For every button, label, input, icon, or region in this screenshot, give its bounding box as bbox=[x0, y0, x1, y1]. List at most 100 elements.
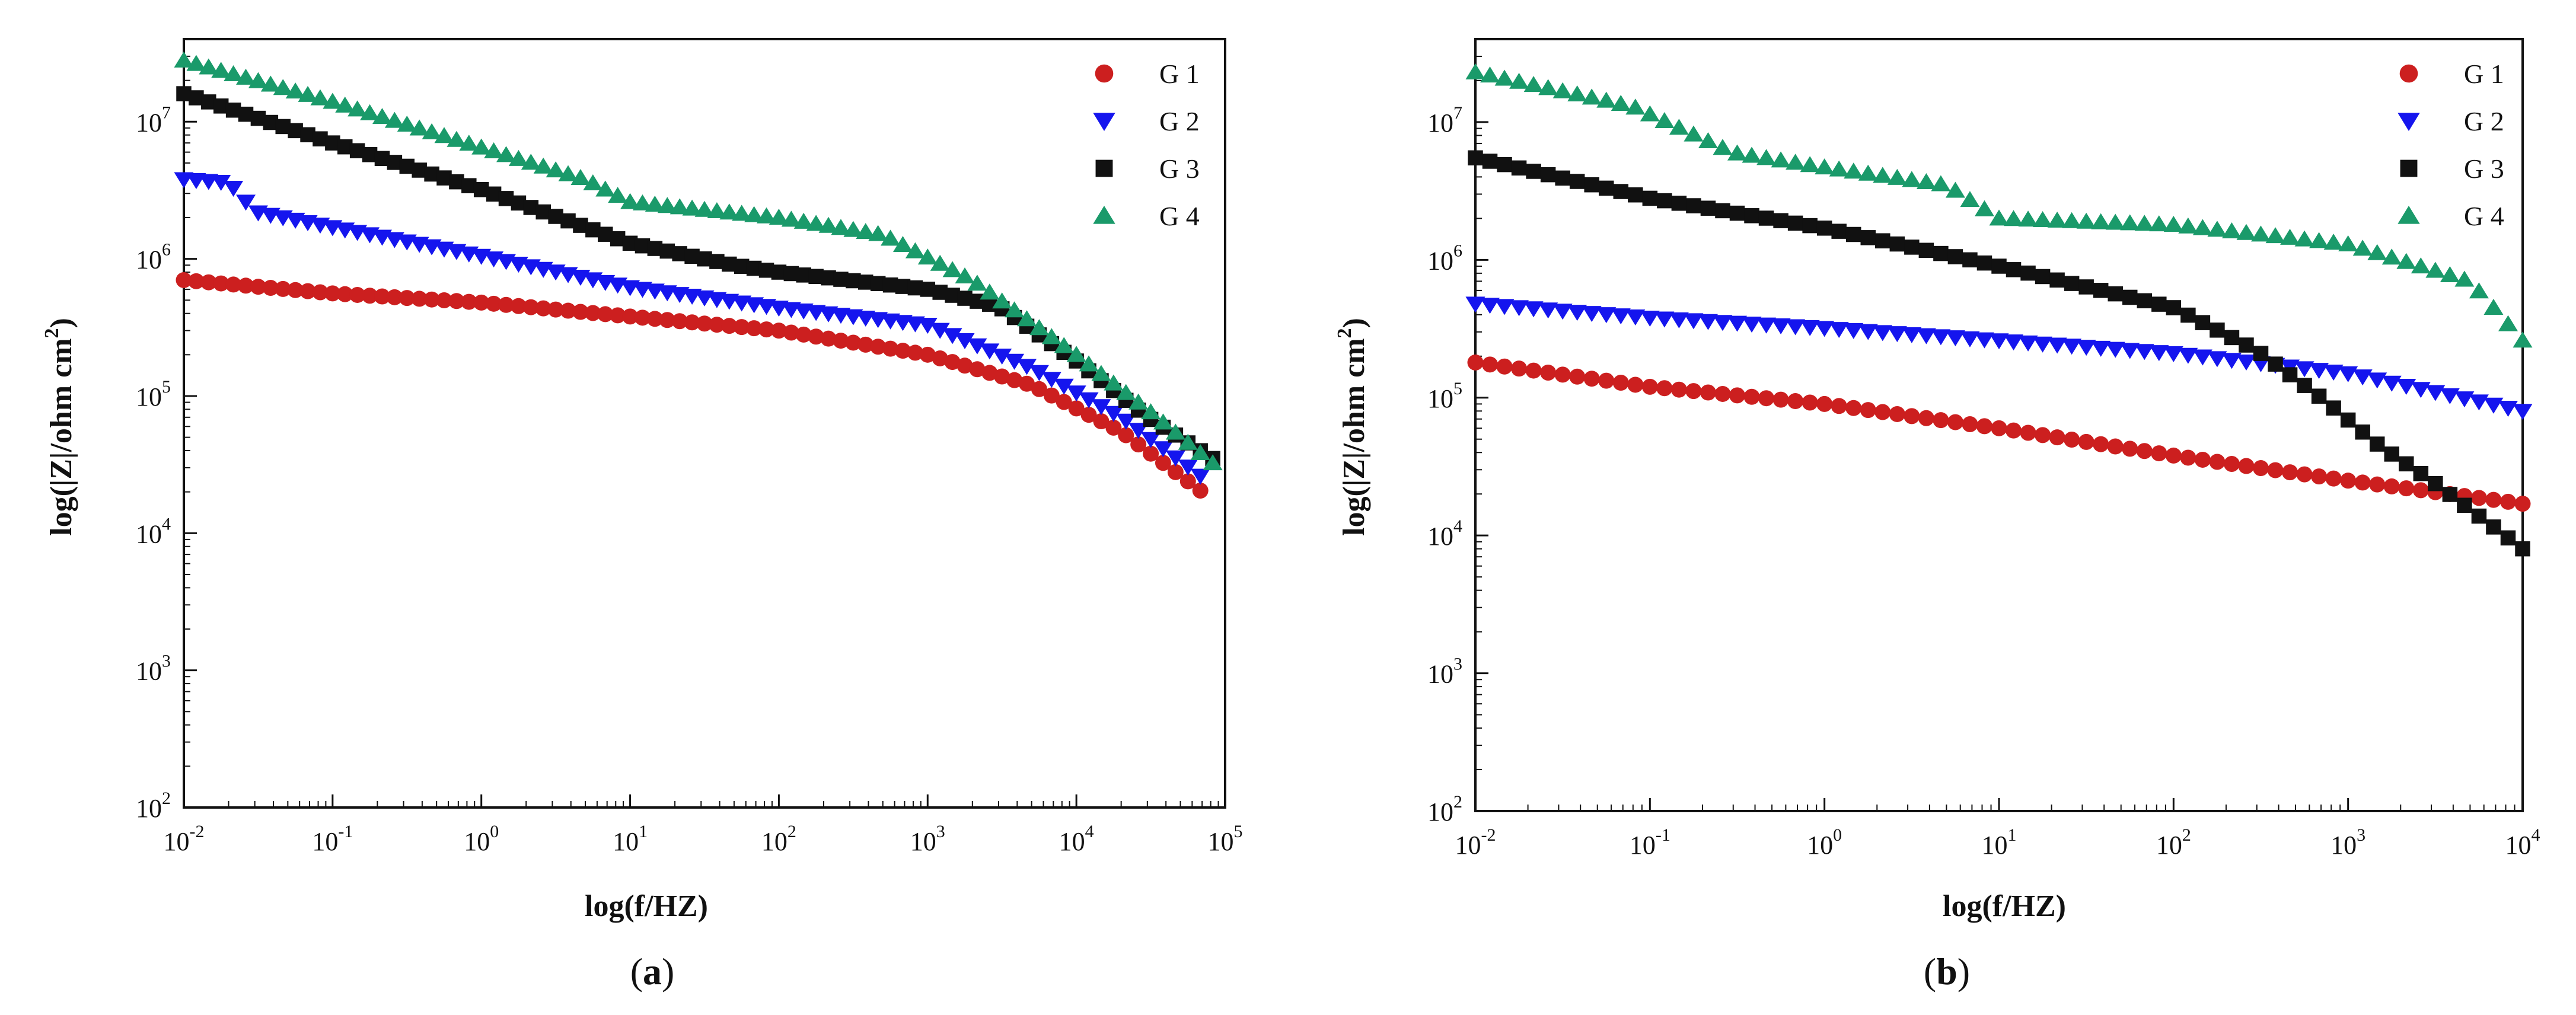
data-point-G3 bbox=[1657, 193, 1672, 209]
data-point-G3 bbox=[1802, 218, 1818, 234]
data-point-G1 bbox=[225, 276, 242, 293]
data-point-G1 bbox=[795, 326, 812, 343]
data-point-G4 bbox=[2178, 217, 2198, 234]
data-point-G4 bbox=[620, 193, 640, 209]
data-point-G2 bbox=[2309, 363, 2329, 379]
data-point-G2 bbox=[1829, 322, 1849, 339]
data-point-G2 bbox=[224, 181, 244, 197]
data-point-G4 bbox=[1153, 413, 1173, 430]
data-point-G4 bbox=[570, 169, 591, 186]
data-point-G3 bbox=[2297, 378, 2312, 393]
data-point-G3 bbox=[2210, 323, 2225, 338]
data-point-G4 bbox=[2396, 253, 2416, 269]
data-point-G4 bbox=[372, 108, 392, 125]
data-point-G1 bbox=[622, 308, 639, 325]
legend-marker-G4 bbox=[2398, 206, 2420, 224]
data-point-G1 bbox=[1758, 390, 1775, 407]
data-point-G3 bbox=[1511, 160, 1527, 176]
data-point-G2 bbox=[942, 328, 962, 344]
data-point-G1 bbox=[1068, 400, 1085, 417]
data-point-G4 bbox=[298, 85, 318, 102]
data-point-G2 bbox=[1596, 307, 1617, 324]
legend-marker-G4 bbox=[1093, 206, 1115, 224]
data-point-G3 bbox=[2035, 269, 2051, 285]
data-point-G4 bbox=[2105, 213, 2125, 230]
x-axis-title: log(f/HZ) bbox=[1943, 889, 2066, 923]
data-point-G4 bbox=[186, 55, 206, 71]
data-point-G4 bbox=[694, 200, 715, 217]
data-point-G1 bbox=[362, 288, 378, 304]
data-point-G2 bbox=[2004, 334, 2024, 351]
data-point-G4 bbox=[2381, 248, 2402, 265]
data-point-G2 bbox=[1091, 399, 1111, 416]
data-point-G4 bbox=[1538, 79, 1558, 95]
legend-marker-G3 bbox=[1095, 159, 1113, 177]
data-point-G2 bbox=[2163, 346, 2183, 362]
data-point-G4 bbox=[1141, 403, 1161, 420]
data-point-G2 bbox=[1054, 378, 1074, 395]
data-point-G3 bbox=[2413, 466, 2429, 481]
data-point-G2 bbox=[1771, 318, 1791, 335]
data-point-G1 bbox=[2514, 496, 2531, 512]
data-point-G2 bbox=[1742, 317, 1762, 333]
data-point-G1 bbox=[833, 333, 849, 349]
legend-marker-G2 bbox=[2398, 113, 2420, 131]
data-point-G1 bbox=[2282, 464, 2298, 481]
data-point-G1 bbox=[1845, 400, 1862, 416]
data-point-G4 bbox=[2251, 225, 2271, 242]
data-point-G1 bbox=[1080, 407, 1097, 423]
data-point-G4 bbox=[1931, 175, 1951, 191]
data-point-G2 bbox=[1079, 392, 1099, 408]
data-point-G2 bbox=[1190, 468, 1210, 485]
data-point-G2 bbox=[1029, 365, 1049, 381]
data-point-G1 bbox=[1656, 380, 1673, 397]
data-point-G4 bbox=[2294, 230, 2314, 247]
data-point-G4 bbox=[732, 205, 752, 221]
data-point-G4 bbox=[422, 123, 442, 139]
data-point-G1 bbox=[1467, 354, 1484, 371]
legend-label-G2: G 2 bbox=[1159, 106, 1200, 136]
panel-caption: (b) bbox=[1924, 950, 1970, 992]
data-point-G1 bbox=[2470, 490, 2487, 506]
data-point-G2 bbox=[2091, 340, 2111, 357]
data-point-G4 bbox=[2352, 240, 2373, 256]
data-point-G2 bbox=[1931, 329, 1951, 346]
data-point-G2 bbox=[1640, 311, 1660, 327]
data-point-G1 bbox=[547, 301, 564, 318]
x-tick-label: 102 bbox=[2156, 825, 2191, 860]
data-point-G1 bbox=[1583, 371, 1600, 387]
data-point-G1 bbox=[1496, 358, 1513, 375]
data-point-G3 bbox=[2166, 300, 2182, 315]
legend-label-G4: G 4 bbox=[2464, 201, 2504, 231]
data-point-G4 bbox=[595, 180, 616, 197]
data-point-G1 bbox=[398, 290, 415, 307]
data-point-G4 bbox=[2483, 298, 2504, 315]
data-point-G4 bbox=[2440, 266, 2460, 283]
data-point-G2 bbox=[1844, 323, 1864, 339]
data-point-G4 bbox=[707, 202, 727, 219]
data-point-G4 bbox=[1902, 171, 1922, 187]
data-point-G2 bbox=[1727, 315, 1747, 332]
data-point-G1 bbox=[1976, 418, 1992, 435]
data-point-G4 bbox=[1190, 443, 1210, 460]
data-point-G2 bbox=[2454, 391, 2475, 408]
data-point-G1 bbox=[610, 307, 626, 324]
data-point-G2 bbox=[1916, 328, 1936, 344]
data-point-G2 bbox=[2120, 343, 2140, 359]
data-point-G4 bbox=[682, 199, 702, 216]
data-point-G1 bbox=[299, 283, 316, 299]
data-point-G4 bbox=[310, 89, 330, 106]
data-point-G4 bbox=[856, 223, 876, 240]
data-point-G2 bbox=[2425, 385, 2446, 401]
data-point-G3 bbox=[2180, 307, 2196, 323]
data-point-G2 bbox=[1713, 315, 1733, 331]
data-point-G4 bbox=[2163, 216, 2183, 232]
data-point-G1 bbox=[337, 286, 353, 302]
data-point-G1 bbox=[1772, 391, 1789, 408]
x-tick-label: 101 bbox=[613, 822, 648, 856]
data-point-G4 bbox=[2367, 244, 2387, 260]
data-point-G2 bbox=[2367, 372, 2387, 389]
data-point-G1 bbox=[820, 330, 837, 347]
data-point-G4 bbox=[224, 65, 244, 82]
data-point-G4 bbox=[1960, 191, 1980, 208]
